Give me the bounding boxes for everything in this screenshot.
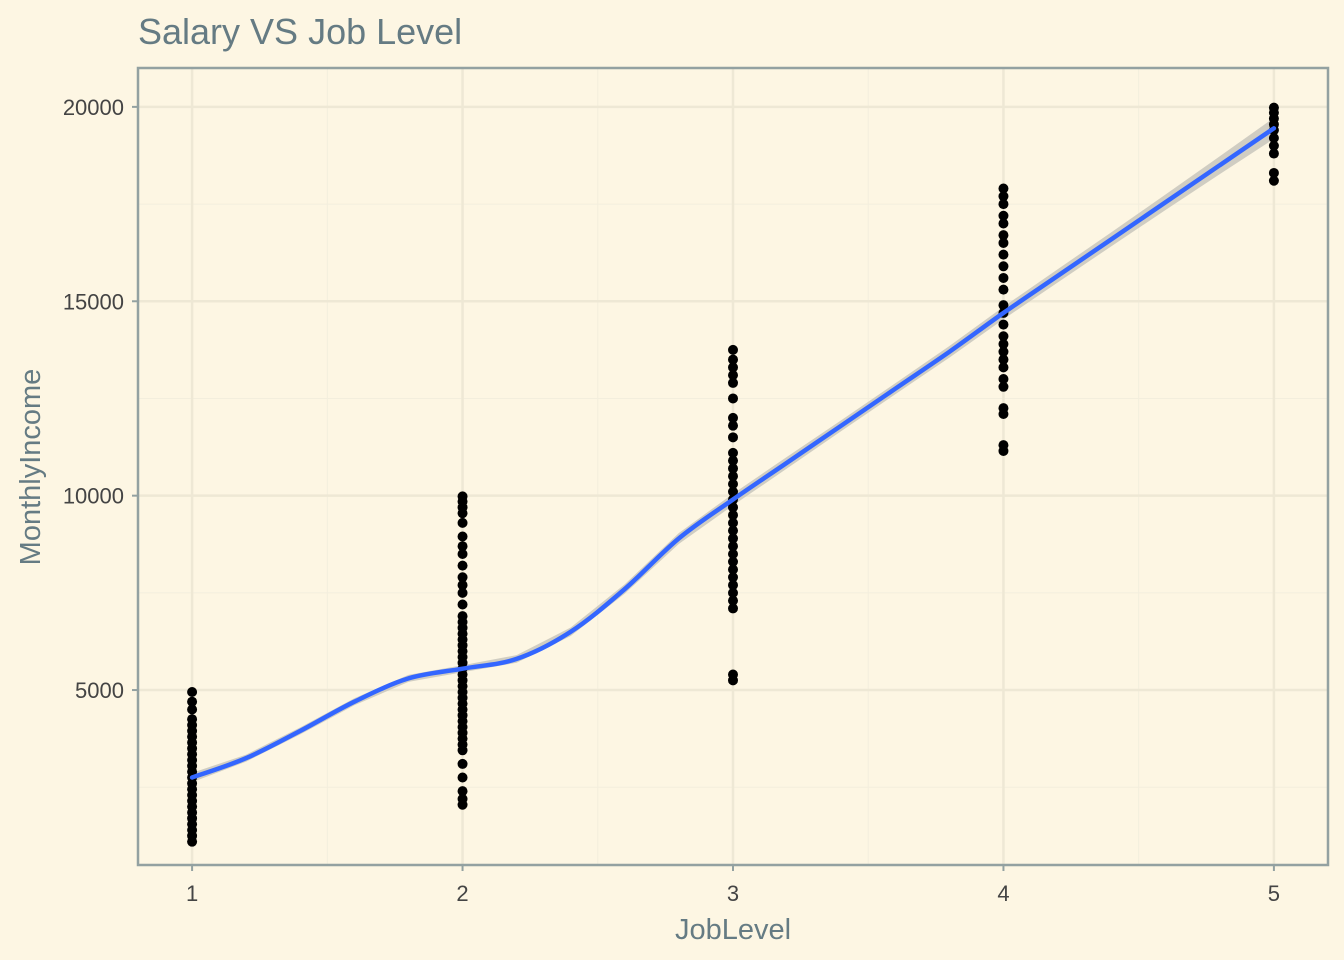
data-point <box>457 491 468 502</box>
data-point <box>457 531 468 542</box>
data-point <box>998 218 1009 229</box>
data-point <box>728 669 738 680</box>
data-point <box>998 346 1009 357</box>
data-point <box>187 714 198 725</box>
data-point <box>1268 140 1279 151</box>
data-point <box>998 362 1009 373</box>
data-point <box>998 249 1009 260</box>
data-point <box>998 300 1009 311</box>
data-point <box>1268 132 1279 143</box>
y-tick-label: 5000 <box>75 678 124 703</box>
data-point <box>728 595 738 606</box>
data-point <box>998 199 1009 210</box>
data-point <box>457 793 468 804</box>
data-point <box>187 696 198 707</box>
data-point <box>457 611 468 622</box>
data-point <box>728 525 738 536</box>
data-point <box>728 362 738 373</box>
data-point <box>728 510 738 521</box>
data-point <box>728 370 738 381</box>
data-point <box>998 183 1009 194</box>
data-point <box>998 381 1009 392</box>
data-point <box>457 772 468 783</box>
x-axis-ticks: 1 2 3 4 5 <box>186 865 1280 906</box>
data-point <box>728 455 738 466</box>
data-point <box>998 210 1009 221</box>
data-point <box>998 354 1009 365</box>
x-tick-label: 3 <box>727 881 739 906</box>
data-point <box>728 344 738 355</box>
y-tick-label: 10000 <box>63 484 124 509</box>
data-point <box>728 564 738 575</box>
x-tick-label: 1 <box>186 881 198 906</box>
data-point <box>728 471 738 482</box>
data-point <box>728 572 738 583</box>
data-point <box>998 331 1009 342</box>
data-point <box>998 191 1009 202</box>
data-point <box>457 587 468 598</box>
data-point <box>728 432 738 443</box>
data-point <box>728 580 738 591</box>
data-point <box>457 580 468 591</box>
y-tick-label: 15000 <box>63 289 124 314</box>
data-point <box>728 447 738 458</box>
data-point <box>728 502 738 513</box>
data-point <box>457 758 468 769</box>
data-point <box>1268 148 1279 159</box>
x-tick-label: 2 <box>456 881 468 906</box>
data-point <box>998 319 1009 330</box>
data-points-layer <box>187 102 1279 847</box>
data-point <box>1268 102 1279 113</box>
data-point <box>457 572 468 583</box>
data-point <box>998 403 1009 414</box>
data-point <box>728 548 738 559</box>
data-point <box>728 412 738 423</box>
x-tick-label: 4 <box>997 881 1009 906</box>
data-point <box>728 587 738 598</box>
data-point <box>457 548 468 559</box>
smooth-line-layer <box>189 126 1277 780</box>
data-point <box>728 463 738 474</box>
x-tick-label: 5 <box>1268 881 1280 906</box>
data-point <box>1268 167 1279 178</box>
data-point <box>998 272 1009 283</box>
data-point <box>998 230 1009 241</box>
data-point <box>728 478 738 489</box>
data-point <box>728 603 738 614</box>
data-point <box>457 599 468 610</box>
data-point <box>728 377 738 388</box>
data-point <box>187 704 198 715</box>
data-point <box>998 440 1009 451</box>
data-point <box>457 541 468 552</box>
data-point <box>998 284 1009 295</box>
data-point <box>998 261 1009 272</box>
data-point <box>728 354 738 365</box>
data-point <box>728 556 738 567</box>
y-tick-label: 20000 <box>63 95 124 120</box>
data-point <box>728 486 738 497</box>
data-point <box>187 686 198 697</box>
chart-title: Salary VS Job Level <box>138 11 462 52</box>
data-point <box>728 533 738 544</box>
data-point <box>728 420 738 431</box>
data-point <box>728 541 738 552</box>
data-point <box>998 374 1009 385</box>
data-point <box>728 517 738 528</box>
data-point <box>457 786 468 797</box>
x-axis-title: JobLevel <box>675 914 791 946</box>
data-point <box>1268 175 1279 186</box>
y-axis-ticks: 5000 10000 15000 20000 <box>63 95 138 703</box>
data-point <box>998 237 1009 248</box>
data-point <box>457 517 468 528</box>
data-point <box>728 393 738 404</box>
y-axis-title: MonthlyIncome <box>15 369 47 566</box>
data-point <box>998 339 1009 350</box>
smooth-trend-line <box>189 126 1277 780</box>
data-point <box>457 560 468 571</box>
